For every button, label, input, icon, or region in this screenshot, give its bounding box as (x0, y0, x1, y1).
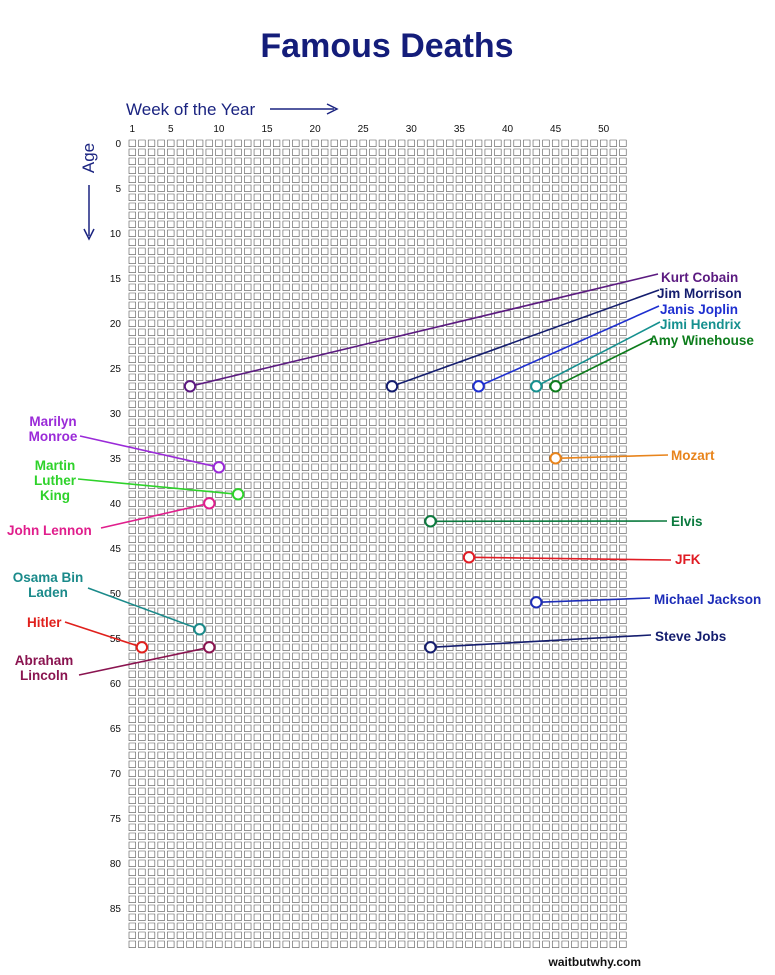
death-markers (135, 380, 562, 654)
leader-line-abraham-lincoln (78, 646, 210, 676)
marker-hitler (135, 641, 149, 654)
y-tick-label: 10 (110, 229, 122, 240)
marker-janis-joplin (472, 380, 485, 393)
y-tick-label: 40 (110, 499, 122, 510)
x-tick-label: 35 (454, 124, 466, 135)
y-axis-title: Age (79, 143, 98, 173)
marker-jfk (462, 551, 476, 564)
x-tick-label: 40 (502, 124, 514, 135)
x-axis-arrow-icon (270, 103, 339, 115)
label-kurt-cobain: Kurt Cobain (661, 270, 738, 285)
leader-line-kurt-cobain (189, 273, 659, 388)
y-axis-arrow-icon (83, 185, 95, 241)
credit-text: waitbutwhy.com (548, 955, 641, 969)
leader-line-jimi-hendrix (535, 321, 661, 388)
y-tick-label: 70 (110, 769, 122, 780)
label-abraham-lincoln: Abraham Lincoln (15, 653, 74, 683)
leader-line-hitler (64, 621, 143, 649)
y-tick-label: 65 (110, 724, 122, 735)
y-tick-labels: 0510152025303540455055606570758085 (110, 139, 122, 915)
marker-jim-morrison (385, 380, 399, 393)
x-tick-label: 15 (261, 124, 273, 135)
marker-abraham-lincoln (203, 641, 216, 654)
y-tick-label: 25 (110, 364, 122, 375)
label-steve-jobs: Steve Jobs (655, 629, 726, 644)
x-tick-label: 50 (598, 124, 610, 135)
label-amy-winehouse: Amy Winehouse (649, 333, 754, 348)
leader-line-michael-jackson (536, 597, 651, 604)
x-tick-label: 30 (406, 124, 418, 135)
y-tick-label: 0 (115, 139, 121, 150)
y-tick-label: 5 (115, 184, 121, 195)
label-marilyn-monroe: Marilyn Monroe (29, 414, 78, 444)
y-tick-label: 30 (110, 409, 122, 420)
leader-line-marilyn-monroe (79, 435, 220, 469)
x-axis-title: Week of the Year (126, 100, 256, 119)
y-tick-label: 75 (110, 814, 122, 825)
x-tick-label: 5 (168, 124, 174, 135)
leader-line-steve-jobs (430, 634, 652, 649)
leader-line-osama-bin-laden (87, 587, 200, 631)
leader-line-janis-joplin (478, 305, 660, 388)
label-martin-luther-king: Martin Luther King (34, 458, 77, 503)
marker-mozart (549, 452, 562, 465)
label-jfk: JFK (675, 552, 701, 567)
marker-michael-jackson (530, 596, 543, 609)
y-tick-label: 80 (110, 859, 122, 870)
x-tick-label: 10 (213, 124, 225, 135)
marker-steve-jobs (424, 641, 437, 654)
marker-john-lennon (203, 497, 216, 510)
marker-jimi-hendrix (530, 380, 543, 393)
leader-line-mozart (555, 454, 669, 460)
leader-line-jim-morrison (391, 289, 660, 388)
marker-kurt-cobain (183, 380, 197, 393)
marker-martin-luther-king (231, 488, 245, 501)
label-elvis: Elvis (671, 514, 703, 529)
leader-lines (64, 273, 672, 676)
y-tick-label: 20 (110, 319, 122, 330)
marker-marilyn-monroe (212, 461, 226, 474)
chart-title: Famous Deaths (260, 27, 513, 65)
leader-line-martin-luther-king (77, 478, 239, 496)
grid-cells (128, 139, 627, 948)
leader-line-john-lennon (100, 502, 210, 529)
y-tick-label: 35 (110, 454, 122, 465)
x-tick-labels: 1 5 10 15 20 25 30 35 40 45 50 (130, 124, 610, 135)
leader-line-amy-winehouse (555, 337, 654, 388)
label-john-lennon: John Lennon (7, 523, 92, 538)
marker-amy-winehouse (549, 380, 562, 393)
label-osama-bin-laden: Osama Bin Laden (13, 570, 84, 600)
label-hitler: Hitler (27, 615, 62, 630)
label-jimi-hendrix: Jimi Hendrix (660, 317, 742, 332)
label-janis-joplin: Janis Joplin (660, 302, 738, 317)
label-michael-jackson: Michael Jackson (654, 592, 761, 607)
week-grid (128, 139, 627, 948)
leader-line-jfk (468, 556, 672, 561)
x-tick-label: 20 (310, 124, 322, 135)
y-tick-label: 50 (110, 589, 122, 600)
x-tick-label: 45 (550, 124, 562, 135)
label-mozart: Mozart (671, 448, 715, 463)
y-tick-label: 85 (110, 904, 122, 915)
y-tick-label: 45 (110, 544, 122, 555)
marker-elvis (424, 515, 437, 528)
x-tick-label: 1 (130, 124, 136, 135)
x-tick-label: 25 (358, 124, 370, 135)
label-jim-morrison: Jim Morrison (657, 286, 742, 301)
marker-osama-bin-laden (193, 623, 206, 636)
y-tick-label: 60 (110, 679, 122, 690)
y-tick-label: 15 (110, 274, 122, 285)
